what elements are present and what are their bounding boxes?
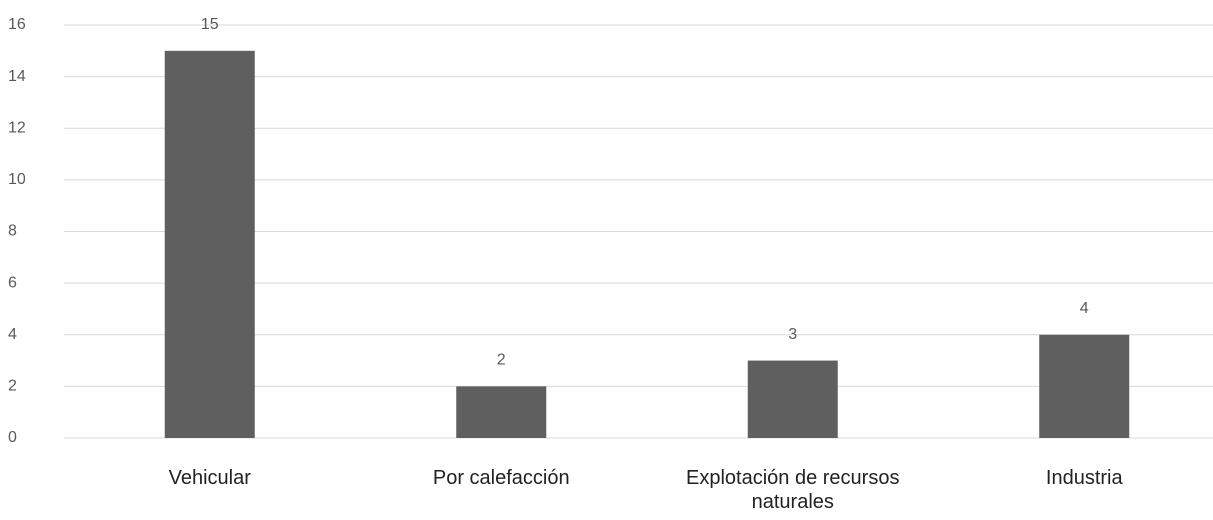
x-tick-label: Por calefacción bbox=[432, 467, 570, 489]
x-tick-label: Industria bbox=[1045, 467, 1123, 489]
y-tick-label: 2 bbox=[8, 378, 17, 395]
x-tick-label: Explotación de recursos naturales bbox=[686, 467, 900, 513]
bar bbox=[747, 360, 838, 438]
y-tick-label: 8 bbox=[8, 223, 17, 240]
bar bbox=[456, 386, 547, 438]
data-label: 2 bbox=[497, 352, 506, 369]
data-label: 4 bbox=[1080, 300, 1089, 317]
y-tick-label: 14 bbox=[8, 68, 26, 85]
bar bbox=[1039, 334, 1130, 438]
data-label: 15 bbox=[201, 16, 219, 33]
y-tick-label: 6 bbox=[8, 274, 17, 291]
y-tick-label: 16 bbox=[8, 16, 26, 33]
y-tick-label: 4 bbox=[8, 326, 17, 343]
bar bbox=[164, 50, 255, 438]
y-tick-label: 10 bbox=[8, 171, 26, 188]
y-tick-label: 0 bbox=[8, 429, 17, 446]
data-label: 3 bbox=[788, 326, 797, 343]
x-tick-label: Vehicular bbox=[168, 467, 251, 489]
y-tick-label: 12 bbox=[8, 119, 26, 136]
